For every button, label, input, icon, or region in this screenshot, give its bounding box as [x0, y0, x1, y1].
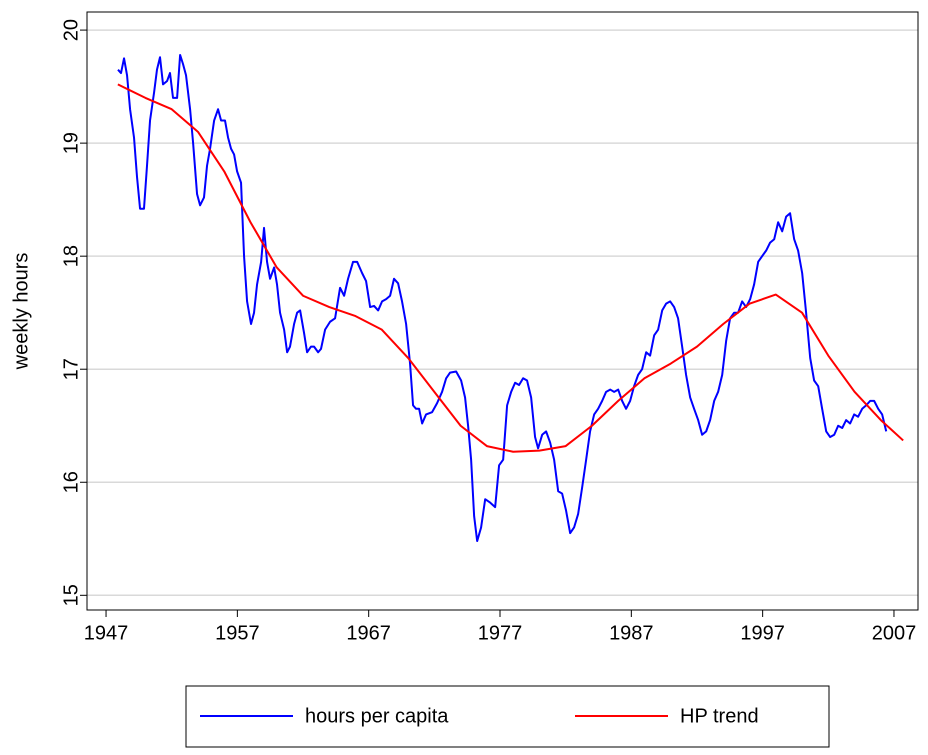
- legend-box: [185, 685, 830, 748]
- x-tick-label: 1957: [215, 622, 260, 644]
- y-axis-label: weekly hours: [10, 253, 32, 371]
- x-tick-label: 1997: [740, 622, 785, 644]
- y-tick-label: 17: [60, 358, 82, 380]
- x-tick-label: 1987: [609, 622, 654, 644]
- series-line: [117, 53, 888, 543]
- y-tick-label: 19: [60, 132, 82, 154]
- y-tick-label: 18: [60, 245, 82, 267]
- y-tick-label: 16: [60, 471, 82, 493]
- legend-label: hours per capita: [305, 705, 449, 727]
- y-tick-label: 15: [60, 584, 82, 606]
- x-tick-label: 1947: [84, 622, 129, 644]
- x-tick-label: 2007: [872, 622, 917, 644]
- plot-frame: [86, 11, 919, 611]
- x-tick-label: 1967: [346, 622, 391, 644]
- x-tick-label: 1977: [478, 622, 523, 644]
- y-tick-label: 20: [60, 19, 82, 41]
- legend-label: HP trend: [680, 705, 759, 727]
- series-line: [117, 83, 904, 453]
